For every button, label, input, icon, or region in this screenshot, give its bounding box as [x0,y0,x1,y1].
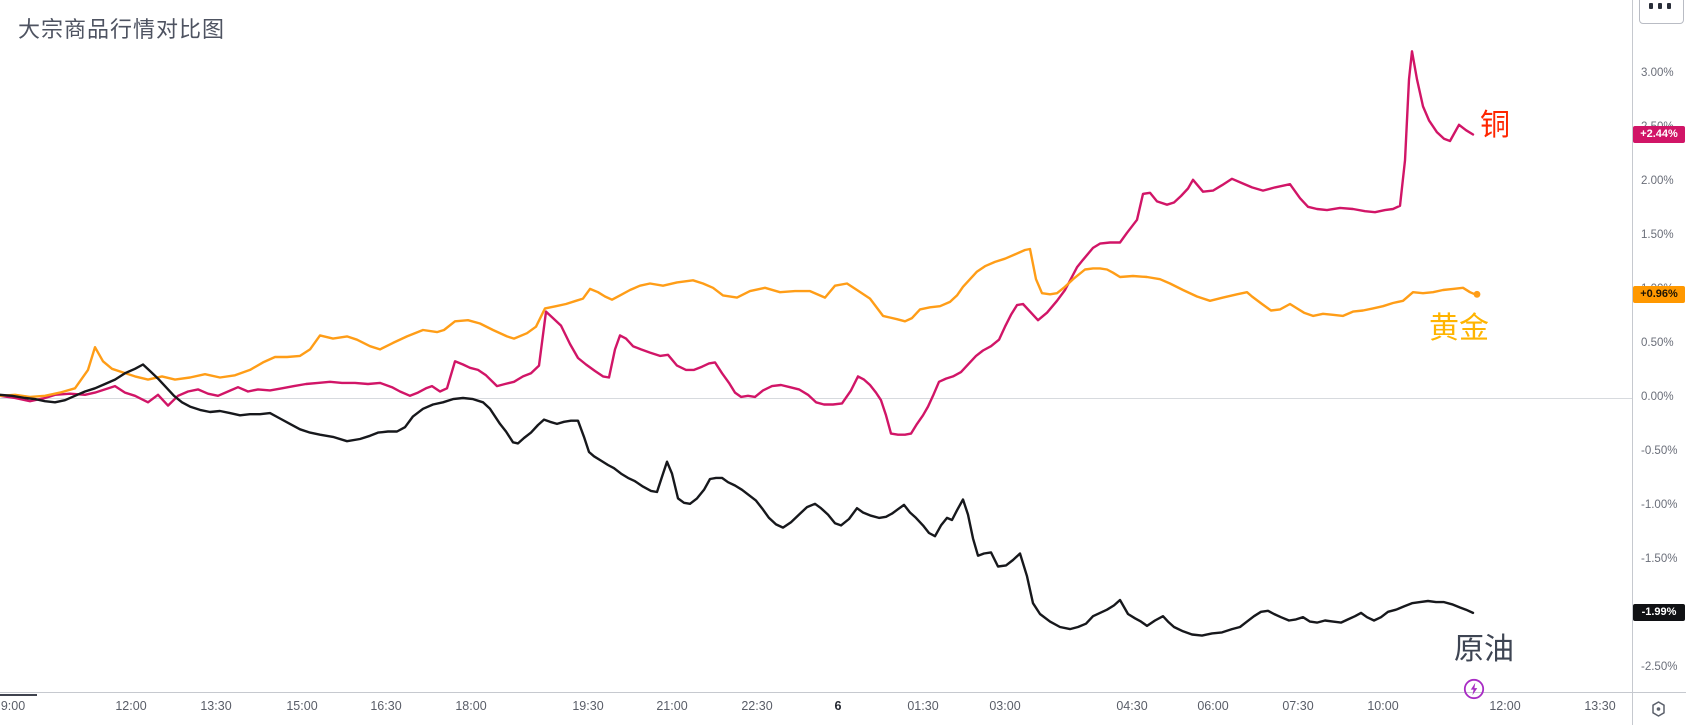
price-axis-label: -1.50% [1641,553,1678,565]
gear-icon[interactable] [1649,700,1668,719]
axis-start-segment [0,694,37,696]
series-end-dot-gold [1473,290,1481,298]
time-axis-label: 12:00 [1489,699,1521,713]
series-line-gold [0,247,1477,399]
series-label-crude: 原油 [1454,633,1514,666]
series-label-copper: 铜 [1480,109,1510,142]
dot-icon [1649,3,1653,9]
series-line-copper [0,50,1475,436]
time-axis-label: 06:00 [1197,699,1229,713]
price-badge-gold: +0.96% [1633,285,1685,303]
price-axis-label: -1.00% [1641,499,1678,511]
time-axis-label: 04:30 [1116,699,1148,713]
time-axis-label: 13:30 [200,699,232,713]
time-axis-label: 03:00 [989,699,1021,713]
price-axis-label: -2.50% [1641,661,1678,673]
page-title: 大宗商品行情对比图 [18,17,226,42]
lightning-icon[interactable] [1463,678,1485,700]
price-badge-copper: +2.44% [1633,125,1685,143]
time-axis-label: 18:00 [455,699,487,713]
time-axis-label: 21:00 [656,699,688,713]
time-axis-divider [0,692,1686,693]
time-axis-label: 9:00 [0,699,26,713]
time-axis-label: 10:00 [1367,699,1399,713]
time-axis-label: 22:30 [741,699,773,713]
time-axis-label: 19:30 [572,699,604,713]
series-label-gold: 黄金 [1429,312,1489,345]
price-badge-crude: -1.99% [1633,604,1685,622]
price-axis-label: 1.50% [1641,229,1674,241]
time-axis-label: 15:00 [286,699,318,713]
price-axis-label: -0.50% [1641,445,1678,457]
dot-icon [1667,3,1671,9]
time-axis-label: 13:30 [1584,699,1616,713]
price-axis-label: 2.00% [1641,175,1674,187]
series-line-crude [0,363,1475,637]
price-axis-label: 3.00% [1641,67,1674,79]
price-axis-label: 0.50% [1641,337,1674,349]
price-axis-divider [1632,0,1633,725]
dot-icon [1658,3,1662,9]
time-axis-label: 07:30 [1282,699,1314,713]
time-axis-label: 12:00 [115,699,147,713]
collapsed-label-box [1639,0,1684,24]
time-axis-label: 01:30 [907,699,939,713]
time-axis-label: 16:30 [370,699,402,713]
price-axis-label: 0.00% [1641,391,1674,403]
time-axis-date-label: 6 [834,699,842,713]
